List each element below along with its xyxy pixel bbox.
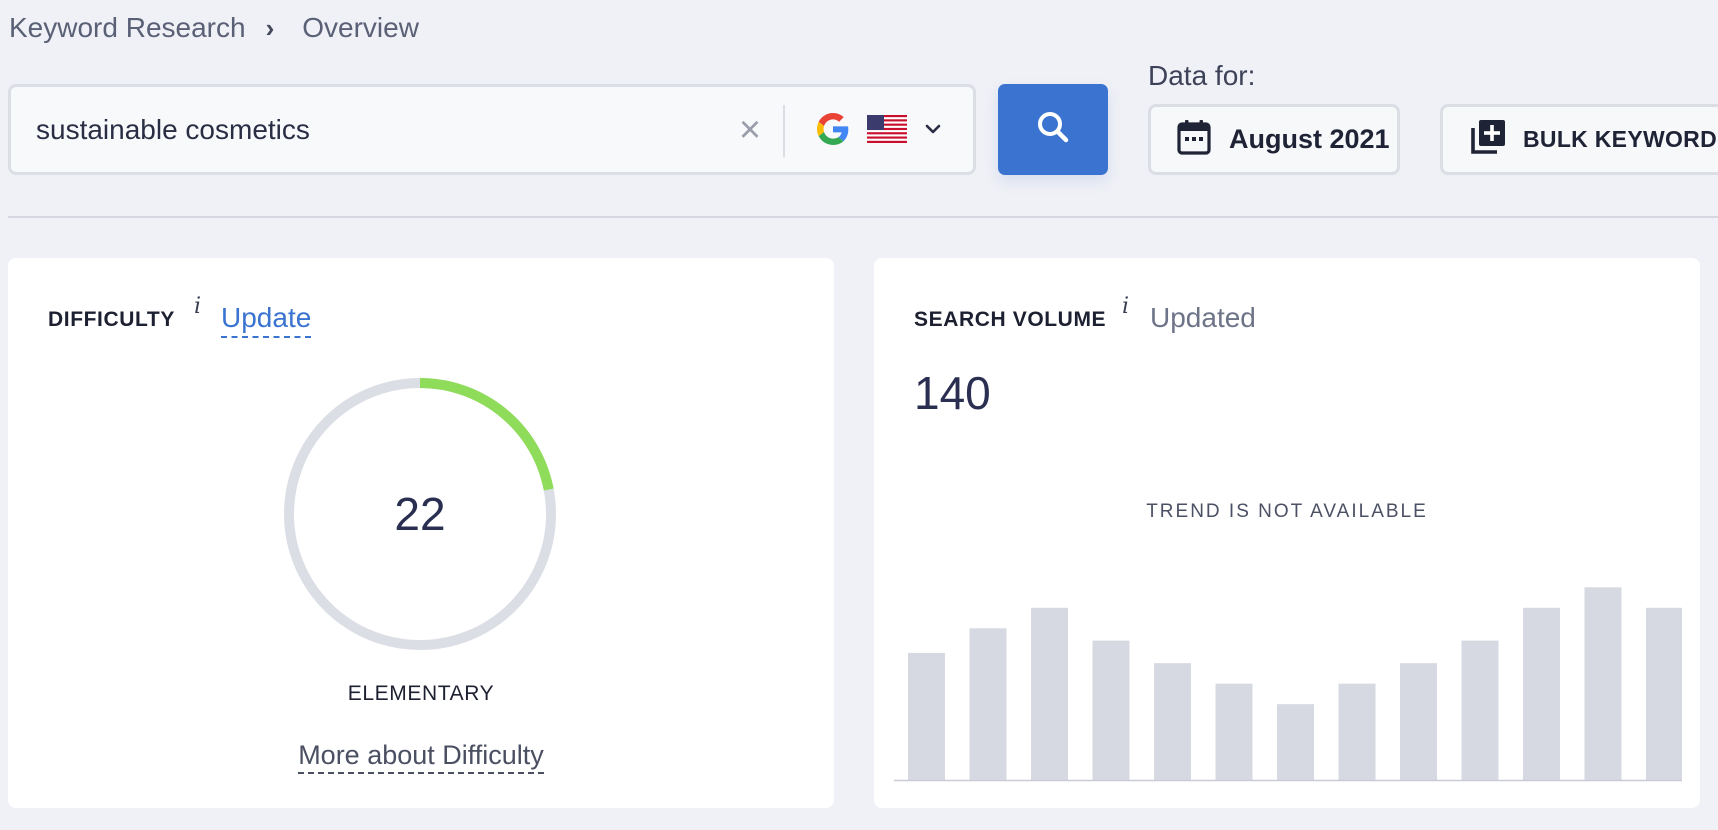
data-for-label: Data for:	[1148, 60, 1256, 91]
keyword-search-input[interactable]	[36, 104, 716, 155]
trend-bar-2	[969, 628, 1007, 780]
date-picker-button[interactable]: August 2021	[1148, 104, 1400, 175]
trend-bar-5	[1154, 663, 1191, 780]
trend-bar-8	[1338, 683, 1376, 780]
difficulty-title: DIFFICULTY	[48, 308, 175, 331]
trend-bar-9	[1400, 663, 1437, 780]
search-volume-title: SEARCH VOLUME	[914, 308, 1107, 331]
bulk-keyword-analysis-button[interactable]: BULK KEYWORD A	[1440, 104, 1718, 175]
search-divider	[783, 105, 785, 157]
trend-bar-12	[1584, 587, 1622, 780]
add-multiple-icon	[1469, 118, 1507, 161]
trend-bar-1	[908, 652, 945, 780]
gauge-progress-arc	[284, 378, 556, 650]
calendar-icon	[1177, 119, 1211, 160]
search-volume-info-icon[interactable]: i	[1122, 294, 1130, 319]
search-button[interactable]	[998, 84, 1108, 175]
difficulty-card: DIFFICULTY i Update 22 ELEMENTARY More a…	[8, 258, 834, 808]
search-volume-card: SEARCH VOLUME i Updated 140 TREND IS NOT…	[874, 258, 1700, 808]
difficulty-gauge: 22	[282, 376, 558, 652]
us-flag-icon	[867, 114, 907, 148]
more-about-difficulty-wrap: More about Difficulty	[8, 740, 834, 774]
difficulty-update-link[interactable]: Update	[221, 302, 312, 338]
search-volume-updated-label: Updated	[1150, 302, 1256, 333]
search-volume-value: 140	[914, 367, 991, 419]
search-volume-trend-chart	[894, 587, 1682, 782]
breadcrumb-current: Overview	[302, 12, 419, 43]
more-about-difficulty-link[interactable]: More about Difficulty	[298, 740, 544, 774]
trend-bar-6	[1215, 683, 1253, 780]
breadcrumb-parent-link[interactable]: Keyword Research	[9, 12, 246, 43]
difficulty-score: 22	[394, 488, 446, 540]
trend-bar-7	[1277, 704, 1314, 780]
date-label: August 2021	[1229, 124, 1390, 154]
keyword-search-box: ×	[8, 84, 976, 175]
trend-not-available-note: TREND IS NOT AVAILABLE	[1146, 501, 1428, 522]
breadcrumb-separator-icon: ›	[265, 12, 275, 43]
breadcrumb: Keyword Research › Overview	[9, 12, 419, 44]
bulk-keyword-label: BULK KEYWORD A	[1523, 126, 1718, 152]
difficulty-level-label: ELEMENTARY	[347, 682, 495, 705]
trend-bar-4	[1092, 640, 1130, 780]
difficulty-info-icon[interactable]: i	[194, 294, 202, 319]
search-icon	[1035, 109, 1071, 150]
trend-bar-3	[1031, 607, 1068, 780]
chevron-down-icon	[925, 122, 941, 140]
trend-bar-11	[1523, 607, 1560, 780]
search-engine-country-selector[interactable]	[817, 109, 941, 153]
trend-bar-13	[1646, 607, 1682, 780]
close-icon[interactable]: ×	[738, 109, 762, 151]
section-divider	[8, 216, 1718, 218]
trend-bar-10	[1461, 640, 1499, 780]
google-icon	[817, 112, 849, 150]
